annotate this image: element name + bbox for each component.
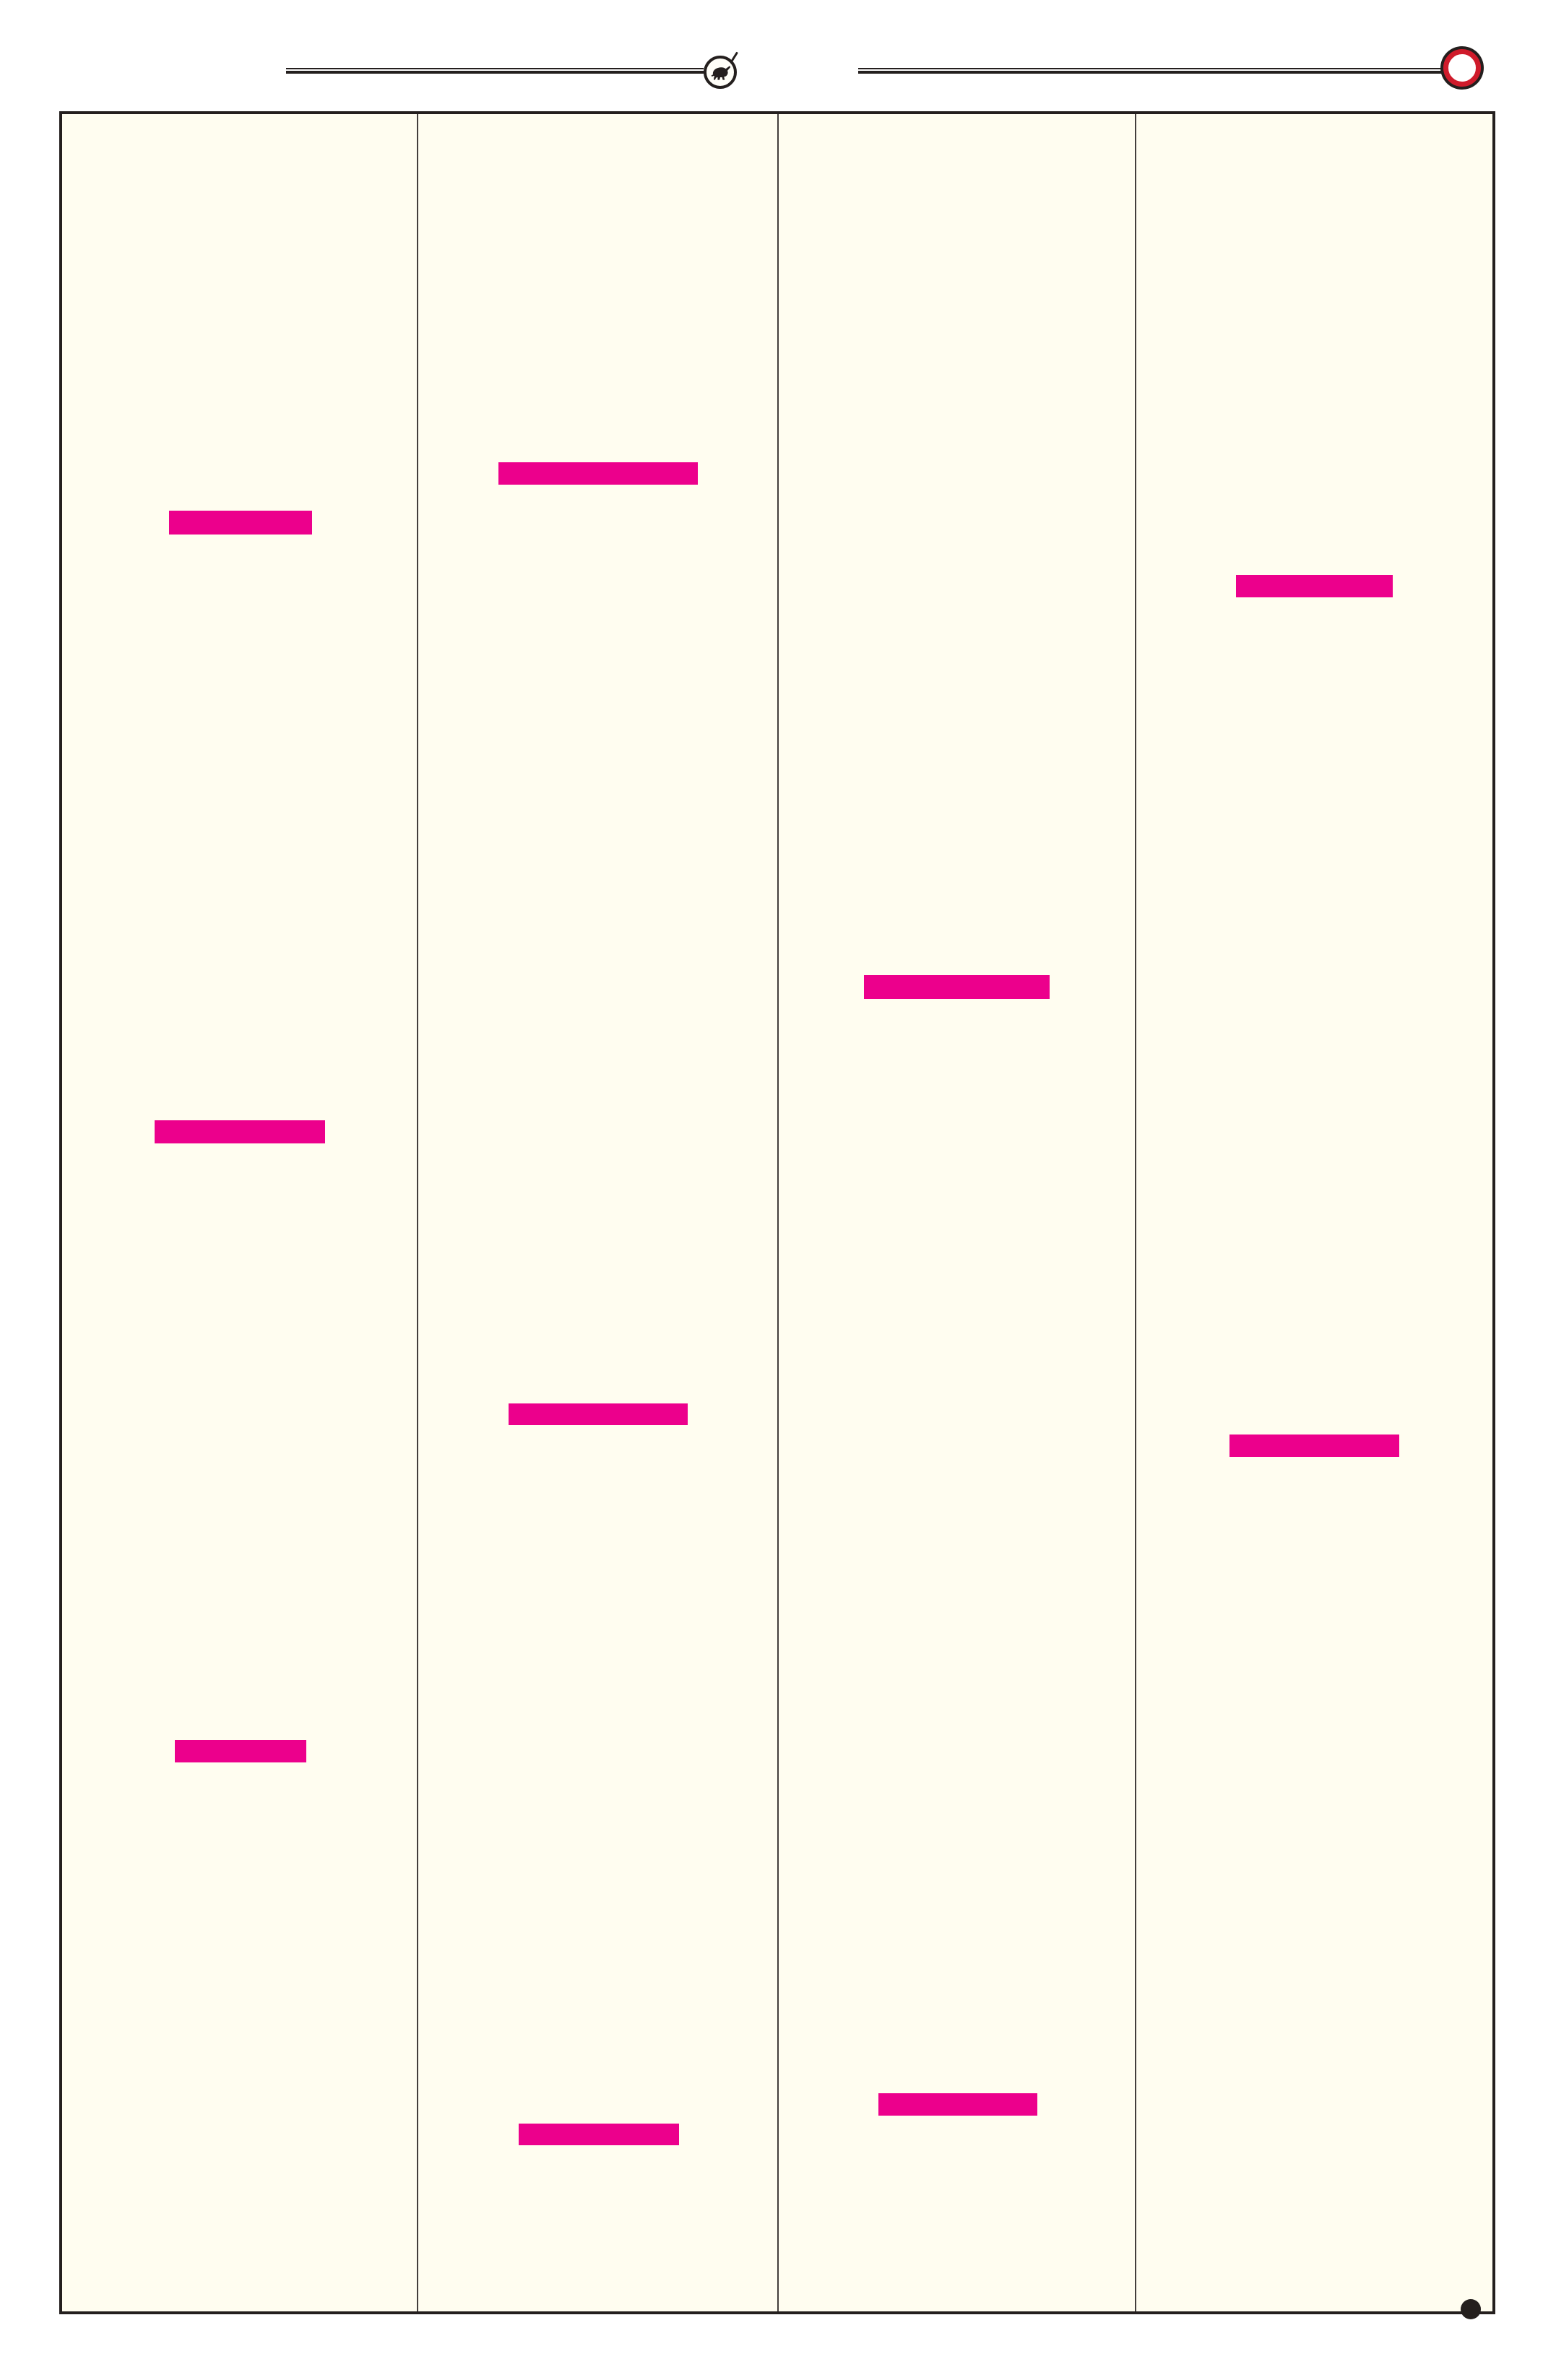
header-rule-right — [858, 68, 1443, 74]
column-divider-1 — [417, 114, 418, 2311]
column-divider-3 — [1135, 114, 1136, 2311]
bull-medallion — [704, 51, 739, 89]
page-end-dot — [1461, 2299, 1481, 2319]
red-ring-icon — [1443, 49, 1481, 87]
redaction-bar-col1-2 — [155, 1120, 325, 1143]
redaction-bar-col2-4 — [498, 462, 698, 485]
redaction-bar-col3-7 — [864, 975, 1050, 999]
redaction-bar-col4-10 — [1229, 1435, 1399, 1457]
redaction-bar-col2-6 — [519, 2124, 679, 2145]
column-grid — [59, 111, 1495, 2314]
bull-icon — [711, 66, 731, 80]
header-rule-left — [286, 68, 704, 74]
column-divider-2 — [777, 114, 779, 2311]
redaction-bar-col2-5 — [509, 1403, 688, 1425]
redaction-bar-col4-9 — [1236, 575, 1393, 597]
redaction-bar-col1-3 — [175, 1740, 306, 1762]
redaction-bar-col3-8 — [878, 2093, 1037, 2116]
bull-tail-stroke — [730, 51, 739, 63]
redaction-bar-col1-1 — [169, 511, 312, 535]
